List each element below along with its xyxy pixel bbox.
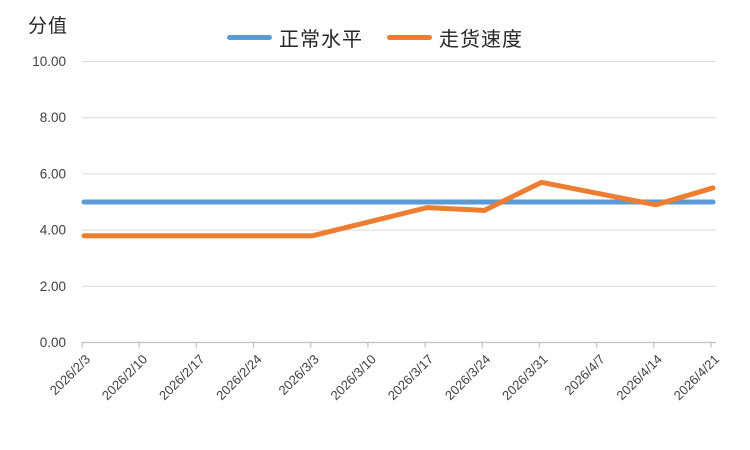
x-axis-tick-label: 2026/3/24: [442, 352, 494, 404]
legend-swatch-shipping-speed: [387, 35, 432, 40]
x-axis-tick-label: 2026/4/14: [613, 352, 665, 404]
x-axis-tick-label: 2026/3/17: [385, 352, 437, 404]
x-axis-tick-label: 2026/2/24: [213, 352, 265, 404]
legend: 正常水平 走货速度: [227, 23, 523, 52]
x-axis-tick-label: 2026/2/3: [47, 352, 93, 398]
legend-item-normal-level: 正常水平: [227, 23, 363, 52]
y-axis-tick-label: 8.00: [40, 110, 66, 125]
y-axis-tick-label: 0.00: [40, 335, 66, 350]
x-axis-tick-label: 2026/4/7: [561, 352, 607, 398]
y-axis-tick-label: 4.00: [40, 223, 66, 238]
y-axis-tick-label: 10.00: [32, 54, 66, 69]
y-axis-tick-label: 6.00: [40, 166, 66, 181]
legend-label-normal-level: 正常水平: [279, 29, 363, 51]
x-axis-tick-label: 2026/3/31: [499, 352, 551, 404]
y-axis-title: 分值: [28, 16, 69, 37]
legend-item-shipping-speed: 走货速度: [387, 23, 523, 52]
legend-swatch-normal-level: [227, 35, 272, 40]
x-axis-tick-label: 2026/2/10: [99, 352, 151, 404]
x-axis-tick-label: 2026/3/10: [328, 352, 380, 404]
x-axis-tick-label: 2026/3/3: [275, 352, 321, 398]
x-axis-tick-label: 2026/2/17: [156, 352, 208, 404]
series-line-shipping-speed: [81, 179, 716, 239]
legend-label-shipping-speed: 走货速度: [439, 29, 523, 51]
x-axis-tick-label: 2026/4/21: [671, 352, 723, 404]
y-axis-tick-label: 2.00: [40, 279, 66, 294]
